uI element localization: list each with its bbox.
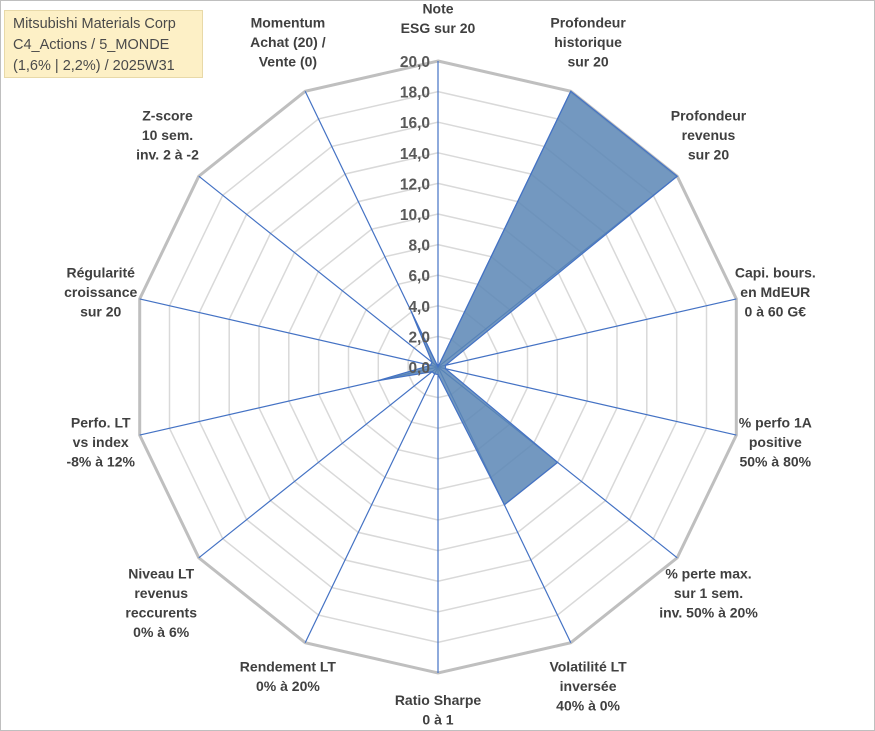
axis-spoke xyxy=(304,366,439,643)
axis-label-line: % perte max. xyxy=(665,566,751,582)
tick-label: 18,0 xyxy=(400,85,430,102)
tick-label: 16,0 xyxy=(400,115,430,132)
axis-label-line: 40% à 0% xyxy=(556,698,620,714)
axis-label-line: reccurents xyxy=(125,605,197,621)
axis-label-line: inv. 2 à -2 xyxy=(136,147,199,163)
weights-and-week: (1,6% | 2,2%) / 2025W31 xyxy=(13,58,175,74)
axis-label-line: 0 à 1 xyxy=(422,712,453,728)
axis-label-line: en MdEUR xyxy=(740,284,810,300)
tick-label: 6,0 xyxy=(408,268,430,285)
axis-label-line: Niveau LT xyxy=(128,566,194,582)
axis-label-line: inv. 50% à 20% xyxy=(659,605,758,621)
tick-label: 10,0 xyxy=(400,207,430,224)
axis-label-line: Profondeur xyxy=(671,108,747,124)
axis-label-line: -8% à 12% xyxy=(66,453,135,469)
axis-label: Profondeur revenus sur 20 xyxy=(671,108,747,163)
tick-label: 4,0 xyxy=(408,299,430,316)
axis-label-line: Vente (0) xyxy=(259,53,317,69)
portfolio-category: C4_Actions / 5_MONDE xyxy=(13,37,170,53)
tick-label: 20,0 xyxy=(400,54,430,71)
axis-label-line: sur 20 xyxy=(80,304,121,320)
tick-label: 14,0 xyxy=(400,146,430,163)
tick-label: 8,0 xyxy=(408,238,430,255)
axis-label-line: Capi. bours. xyxy=(735,265,816,281)
tick-label: 2,0 xyxy=(408,329,430,346)
axis-spoke xyxy=(198,175,439,368)
axis-label-line: Achat (20) / xyxy=(250,34,326,50)
axis-label-line: ESG sur 20 xyxy=(401,20,476,36)
axis-label: % perfo 1A positive 50% à 80% xyxy=(739,414,812,469)
axis-spoke xyxy=(437,366,737,436)
axis-label-line: revenus xyxy=(682,127,736,143)
axis-label-line: positive xyxy=(749,434,802,450)
axis-label: Ratio Sharpe 0 à 1 xyxy=(395,692,482,728)
axis-label-line: Perfo. LT xyxy=(71,414,131,430)
axis-label-line: Momentum xyxy=(251,14,326,30)
axis-spoke xyxy=(198,366,439,559)
company-name: Mitsubishi Materials Corp xyxy=(13,16,176,32)
axis-label-line: croissance xyxy=(64,284,137,300)
axis-label: Momentum Achat (20) / Vente (0) xyxy=(250,14,326,69)
axis-label-line: Profondeur xyxy=(550,14,626,30)
axis-label-line: sur 20 xyxy=(688,147,729,163)
axis-label: Capi. bours. en MdEUR 0 à 60 G€ xyxy=(735,265,816,320)
stock-info-box: Mitsubishi Materials Corp C4_Actions / 5… xyxy=(4,10,203,78)
tick-label: 12,0 xyxy=(400,176,430,193)
axis-label-line: Volatilité LT xyxy=(549,659,627,675)
axis-label-line: Régularité xyxy=(66,265,135,281)
axis-label: Rendement LT 0% à 20% xyxy=(240,659,337,695)
axis-spoke xyxy=(437,298,737,368)
axis-label: Volatilité LT inversée 40% à 0% xyxy=(549,659,627,714)
axis-label: Régularité croissance sur 20 xyxy=(64,265,137,320)
axis-label-line: sur 20 xyxy=(567,53,608,69)
axis-label-line: revenus xyxy=(134,585,188,601)
axis-label-line: 10 sem. xyxy=(142,127,193,143)
axis-label-line: Note xyxy=(422,1,453,17)
axis-label-line: historique xyxy=(554,34,622,50)
axis-label-line: 50% à 80% xyxy=(739,453,811,469)
axis-label: Perfo. LT vs index -8% à 12% xyxy=(66,414,135,469)
tick-label: 0,0 xyxy=(408,360,430,377)
axis-label-line: Z-score xyxy=(142,108,193,124)
axis-label-line: Rendement LT xyxy=(240,659,337,675)
axis-label: Niveau LT revenus reccurents 0% à 6% xyxy=(125,566,197,641)
axis-label: Profondeur historique sur 20 xyxy=(550,14,626,69)
axis-label-line: inversée xyxy=(560,678,617,694)
axis-label-line: 0% à 6% xyxy=(133,624,190,640)
axis-label-line: vs index xyxy=(73,434,129,450)
axis-label-line: Ratio Sharpe xyxy=(395,692,482,708)
axis-label-line: 0 à 60 G€ xyxy=(745,304,807,320)
axis-label: % perte max. sur 1 sem. inv. 50% à 20% xyxy=(659,566,758,621)
axis-label-line: % perfo 1A xyxy=(739,414,812,430)
axis-spoke xyxy=(139,298,439,368)
data-area xyxy=(378,90,679,506)
axis-label: Note ESG sur 20 xyxy=(401,1,476,37)
axis-label: Z-score 10 sem. inv. 2 à -2 xyxy=(136,108,199,163)
axis-label-line: sur 1 sem. xyxy=(674,585,743,601)
axis-label-line: 0% à 20% xyxy=(256,678,320,694)
